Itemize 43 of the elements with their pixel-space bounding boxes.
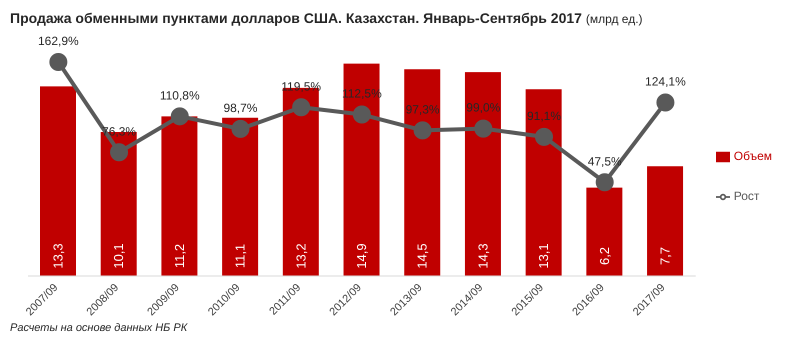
point [535,128,553,146]
bar [222,118,258,276]
point [110,143,128,162]
data-label: 13,3 [50,243,66,269]
bar [647,166,684,276]
data-label: 13,1 [536,243,552,269]
point [292,98,310,116]
text: Расчеты на основе данных НБ РК [10,322,188,334]
point [596,173,614,192]
bar [464,72,501,276]
data-label: 11,2 [172,244,187,268]
legend-label: Рост [734,189,760,203]
bar [404,69,440,276]
bar [344,64,380,276]
point [414,121,432,140]
legend-label: Объем [734,149,772,163]
point [656,93,674,112]
data-label: 124,1% [645,74,686,88]
data-label: 7,7 [658,246,673,266]
data-label: 91,1% [526,108,562,123]
point [170,107,189,126]
data-label: 6,2 [596,246,612,266]
chart-title: Продажа обменными пунктами долларов США. Казахстан. Январь-Сентябрь 2017 [10,10,582,26]
bar [526,89,562,276]
data-label: 13,2 [293,243,308,269]
point [231,120,250,138]
data-label: 98,7% [223,100,258,115]
data-label: 14,5 [414,243,430,269]
bar [161,116,198,276]
bar [40,86,76,276]
chart-subtitle: (млрд ед.) [586,12,643,26]
data-label: 110,8% [160,88,200,102]
data-label: 11,1 [232,244,248,268]
point [474,120,492,138]
data-label: 97,3% [406,102,440,116]
point [49,53,68,72]
data-label: 14,9 [354,243,370,269]
data-label: 10,1 [111,243,126,269]
point [352,106,371,124]
bar [586,188,622,276]
data-label: 162,9% [38,34,80,48]
data-label: 14,3 [475,243,490,269]
data-label: 99,0% [466,100,501,115]
